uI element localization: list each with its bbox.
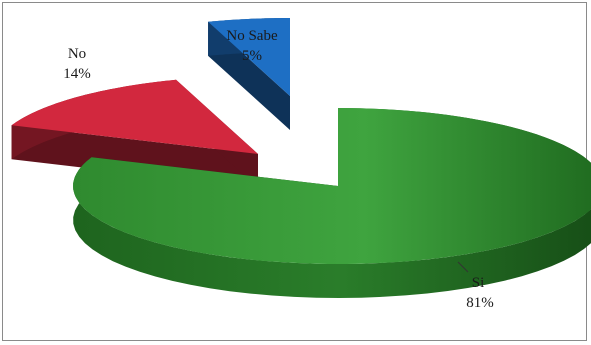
slice-value-no: 14% xyxy=(63,66,91,82)
slice-label-si: Si xyxy=(472,275,485,291)
slice-value-no-sabe: 5% xyxy=(242,48,262,64)
pie-slices xyxy=(12,18,591,298)
slice-label-no: No xyxy=(68,46,86,62)
slice-label-no-sabe: No Sabe xyxy=(226,28,278,44)
slice-value-si: 81% xyxy=(466,295,494,311)
